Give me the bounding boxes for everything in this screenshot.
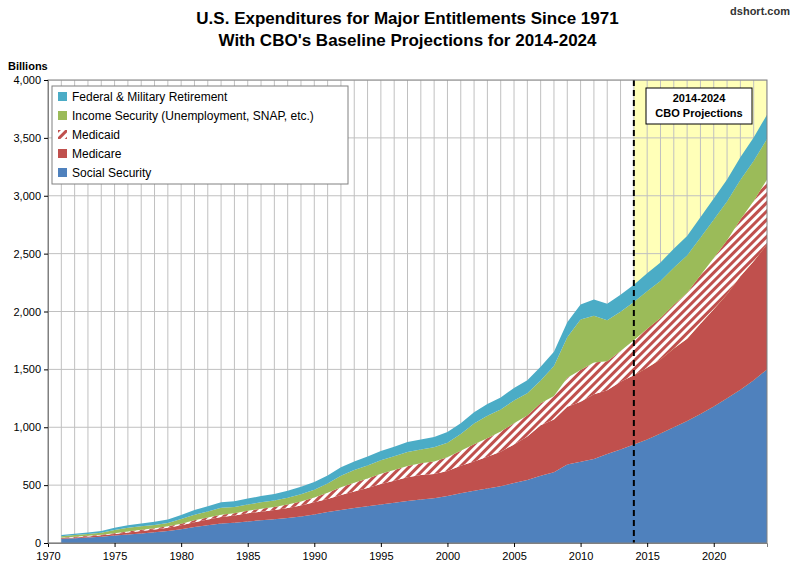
- x-tick: 1985: [236, 543, 260, 562]
- y-axis-line: [44, 81, 49, 544]
- y-tick-mark: [44, 312, 48, 313]
- y-tick-label: 1,500: [13, 363, 41, 375]
- x-tick-label: 2020: [702, 550, 726, 562]
- chart: 1970 1975 1980 1985 1990 1995 2000 2005 2010 2015…: [0, 0, 800, 583]
- legend-swatch: [58, 149, 67, 158]
- x-tick: 1995: [369, 543, 393, 562]
- x-tick: 1975: [103, 543, 127, 562]
- plot-background: [48, 80, 767, 543]
- legend: Federal & Military Retirement Income Secu…: [52, 86, 348, 184]
- grid-line-y: [48, 195, 767, 196]
- x-tick-mark: [381, 543, 382, 547]
- plot-area: [48, 80, 767, 543]
- legend-label: Medicare: [72, 147, 122, 161]
- legend-swatch: [58, 130, 67, 139]
- grid-line-x: [633, 80, 634, 543]
- projection-line: [633, 80, 635, 543]
- x-tick: 1980: [169, 543, 193, 562]
- x-tick-mark: [647, 543, 648, 547]
- x-tick-mark: [714, 543, 715, 547]
- y-tick: 1,000: [13, 421, 48, 433]
- y-tick-label: 2,000: [13, 306, 41, 318]
- y-tick-mark: [44, 138, 48, 139]
- x-tick-label: 2000: [436, 550, 460, 562]
- x-tick-mark: [181, 543, 182, 547]
- y-tick: 2,500: [13, 248, 48, 260]
- legend-label: Federal & Military Retirement: [72, 90, 228, 104]
- y-tick: 0: [35, 537, 48, 549]
- y-tick-label: 0: [35, 537, 41, 549]
- y-tick-label: 500: [23, 479, 41, 491]
- x-tick: 2000: [436, 543, 460, 562]
- legend-label: Social Security: [72, 166, 151, 180]
- legend-swatch: [58, 111, 67, 120]
- title: U.S. Expenditures for Major Entitlements…: [196, 9, 618, 28]
- series-area: [61, 180, 767, 538]
- x-tick-label: 1970: [36, 550, 60, 562]
- x-tick-label: 1975: [103, 550, 127, 562]
- annotation-box: [646, 88, 752, 124]
- x-tick-mark: [248, 543, 249, 547]
- x-tick-label: 1990: [303, 550, 327, 562]
- x-tick: 2015: [635, 543, 659, 562]
- y-tick-label: 4,000: [13, 74, 41, 86]
- x-tick-mark: [314, 543, 315, 547]
- x-tick: 2020: [702, 543, 726, 562]
- x-axis: 1970 1975 1980 1985 1990 1995 2000 2005 2010 2015…: [36, 543, 767, 562]
- y-tick-mark: [44, 80, 48, 81]
- y-tick: 3,500: [13, 132, 48, 144]
- y-tick-mark: [44, 427, 48, 428]
- x-tick-label: 2015: [635, 550, 659, 562]
- x-tick: 1990: [303, 543, 327, 562]
- legend-swatch: [58, 92, 67, 101]
- x-tick-mark: [581, 543, 582, 547]
- y-tick-mark: [44, 485, 48, 486]
- grid-line-y: [48, 253, 767, 254]
- plot-frame: [48, 80, 767, 543]
- y-tick: 4,000: [13, 74, 48, 86]
- x-tick-mark: [514, 543, 515, 547]
- annotation-text: 2014-2024: [673, 92, 726, 104]
- x-tick-label: 2005: [502, 550, 526, 562]
- y-tick-label: 2,500: [13, 248, 41, 260]
- legend-label: Income Security (Unemployment, SNAP, etc…: [72, 109, 314, 123]
- y-tick: 1,500: [13, 363, 48, 375]
- x-tick-label: 1980: [169, 550, 193, 562]
- x-axis-line: [49, 544, 768, 548]
- legend-swatch: [58, 168, 67, 177]
- x-tick: 2010: [569, 543, 593, 562]
- y-tick: 500: [23, 479, 48, 491]
- x-tick-mark: [447, 543, 448, 547]
- y-axis: 0 500 1,000 1,500 2,000 2,500 3,000 3,500 4,000: [13, 74, 48, 549]
- y-tick-label: 1,000: [13, 421, 41, 433]
- y-axis-title: Billions: [8, 60, 48, 72]
- x-tick-label: 1995: [369, 550, 393, 562]
- y-tick-label: 3,500: [13, 132, 41, 144]
- x-tick: 2005: [502, 543, 526, 562]
- x-tick-mark: [115, 543, 116, 547]
- source: dshort.com: [730, 5, 790, 17]
- grid: [48, 80, 767, 543]
- y-tick-mark: [44, 254, 48, 255]
- subtitle: With CBO's Baseline Projections for 2014…: [218, 31, 597, 50]
- series-area: [61, 139, 767, 538]
- legend-label: Medicaid: [72, 128, 120, 142]
- annotation-text: CBO Projections: [655, 107, 742, 119]
- y-tick-label: 3,000: [13, 190, 41, 202]
- x-tick-label: 2010: [569, 550, 593, 562]
- legend-box: [52, 86, 348, 184]
- y-tick: 3,000: [13, 190, 48, 202]
- y-tick: 2,000: [13, 306, 48, 318]
- y-tick-mark: [44, 196, 48, 197]
- x-tick-label: 1985: [236, 550, 260, 562]
- y-tick-mark: [44, 543, 48, 544]
- y-tick-mark: [44, 369, 48, 370]
